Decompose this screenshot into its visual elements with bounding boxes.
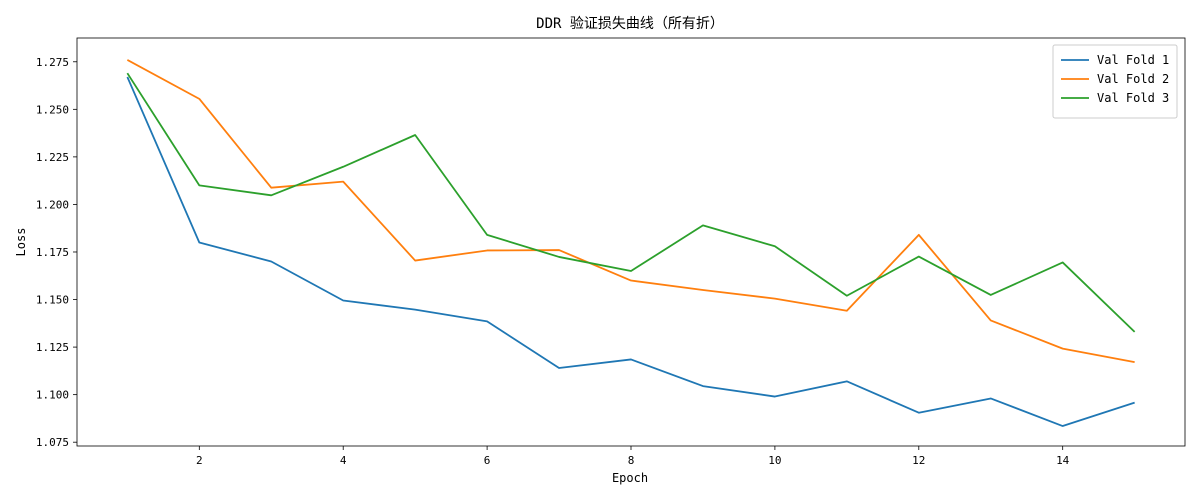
series-line-fold-2 (126, 59, 1135, 364)
y-tick-label: 1.075 (36, 436, 69, 449)
legend-label-fold-3: Val Fold 3 (1097, 91, 1169, 105)
x-tick-label: 6 (484, 454, 491, 467)
legend-label-fold-2: Val Fold 2 (1097, 72, 1169, 86)
legend-box (1052, 44, 1178, 119)
x-tick-label: 12 (912, 454, 925, 467)
axes-frame (76, 37, 1186, 447)
x-tick-label: 14 (1056, 454, 1070, 467)
y-axis-label: Loss (14, 228, 28, 257)
series-line-fold-3 (126, 72, 1136, 333)
chart-title: DDR 验证损失曲线（所有折） (536, 16, 724, 32)
y-tick-label: 1.150 (36, 294, 69, 307)
plot-area: 2 4 6 8 10 12 14 1.075 1.100 1.125 1.150 1.175 1.200… (36, 37, 1186, 467)
y-tick-label: 1.250 (36, 103, 69, 116)
y-tick-label: 1.200 (36, 198, 69, 211)
y-tick-label: 1.100 (36, 389, 69, 402)
x-axis-label: Epoch (612, 471, 648, 485)
x-tick-label: 8 (628, 454, 635, 467)
x-tick-label: 10 (768, 454, 781, 467)
legend: Val Fold 1 Val Fold 2 Val Fold 3 (1052, 44, 1178, 119)
legend-label-fold-1: Val Fold 1 (1097, 53, 1169, 67)
y-tick-label: 1.125 (36, 341, 69, 354)
x-tick-label: 4 (340, 454, 347, 467)
y-tick-label: 1.275 (36, 56, 69, 69)
x-tick-label: 2 (196, 454, 203, 467)
y-tick-label: 1.175 (36, 246, 69, 259)
series-line-fold-1 (126, 76, 1135, 427)
y-tick-label: 1.225 (36, 151, 69, 164)
